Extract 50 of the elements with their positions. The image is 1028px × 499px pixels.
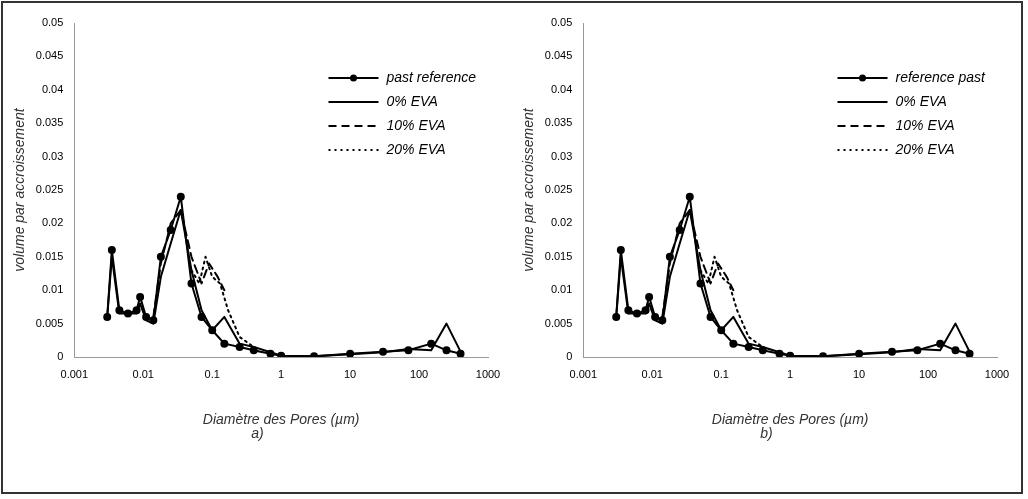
x-tick-label: 100: [409, 367, 428, 380]
y-tick-label: 0.045: [35, 49, 63, 62]
y-tick-label: 0.045: [544, 49, 572, 62]
text: b): [759, 425, 774, 441]
x-tick-label: 0.01: [641, 367, 663, 380]
x-tick-label: 0.001: [60, 367, 88, 380]
x-tick-label: 10: [852, 367, 865, 380]
legend-label: past reference: [385, 68, 476, 85]
y-tick-label: 0.02: [41, 216, 63, 229]
y-tick-label: 0.005: [35, 316, 63, 329]
y-tick-label: 0.015: [544, 249, 572, 262]
x-tick-label: 0.1: [204, 367, 220, 380]
legend-label: 0% EVA: [895, 92, 947, 109]
legend-label: reference past: [895, 68, 986, 85]
y-tick-label: 0.01: [41, 283, 63, 296]
x-tick-label: 1000: [984, 367, 1009, 380]
x-tick-label: 100: [918, 367, 937, 380]
y-tick-label: 0.04: [41, 82, 63, 95]
x-tick-label: 1: [277, 367, 284, 380]
x-tick-label: 1000: [475, 367, 500, 380]
y-tick-label: 0.025: [35, 183, 63, 196]
y-tick-label: 0.03: [41, 149, 63, 162]
y-tick-label: 0: [565, 350, 572, 363]
text: a): [250, 425, 265, 441]
y-tick-label: 0.01: [550, 283, 572, 296]
y-tick-label: 0.015: [35, 249, 63, 262]
y-tick-label: 0.02: [550, 216, 572, 229]
y-tick-label: 0.05: [550, 16, 572, 29]
y-tick-label: 0.05: [41, 16, 63, 29]
legend-label: 10% EVA: [895, 116, 955, 133]
legend-label: 20% EVA: [385, 140, 446, 157]
y-tick-label: 0: [56, 350, 63, 363]
y-axis-title: volume par accroissement: [519, 107, 536, 272]
y-axis-title: volume par accroissement: [10, 107, 27, 272]
y-tick-label: 0.035: [35, 116, 63, 129]
y-tick-label: 0.035: [544, 116, 572, 129]
x-axis-title: Diamètre des Pores (µm): [202, 411, 359, 428]
x-tick-label: 0.01: [132, 367, 154, 380]
x-tick-label: 1: [786, 367, 793, 380]
x-axis-title: Diamètre des Pores (µm): [711, 411, 868, 428]
y-tick-label: 0.025: [544, 183, 572, 196]
x-tick-label: 10: [343, 367, 356, 380]
y-tick-label: 0.03: [550, 149, 572, 162]
legend-label: 0% EVA: [386, 92, 438, 109]
x-tick-label: 0.001: [569, 367, 597, 380]
y-tick-label: 0.04: [550, 82, 572, 95]
legend-label: 10% EVA: [386, 116, 446, 133]
y-tick-label: 0.005: [544, 316, 572, 329]
legend-label: 20% EVA: [894, 140, 955, 157]
x-tick-label: 0.1: [713, 367, 729, 380]
